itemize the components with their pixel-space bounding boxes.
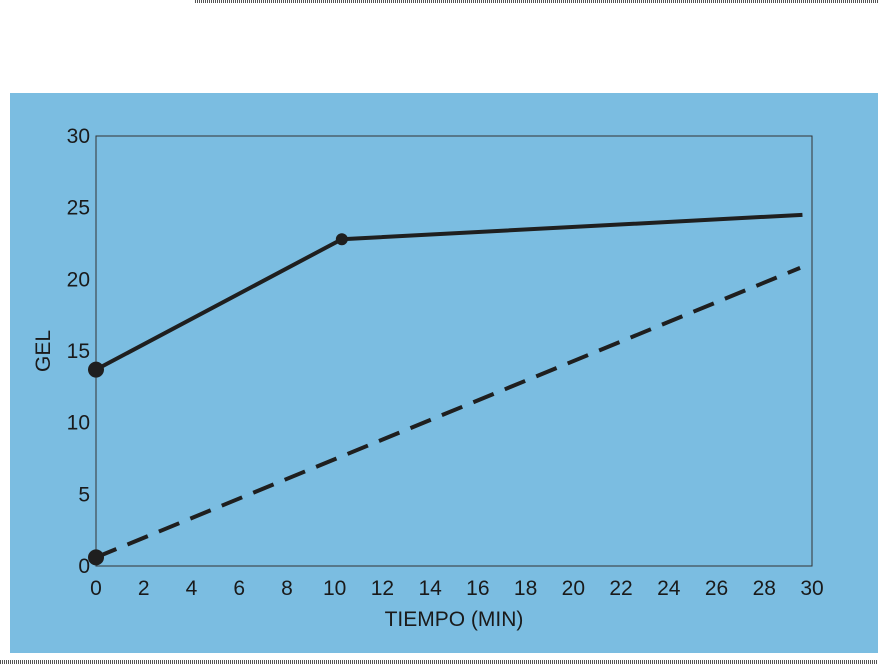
x-tick-label: 24 <box>657 577 681 600</box>
x-tick-label: 6 <box>233 577 245 600</box>
chart-panel: 0 5 10 15 20 25 30 0 2 4 6 8 10 12 14 16 18 20 22 24 26 28 30… <box>10 93 878 653</box>
y-axis-label: GEL <box>32 330 55 372</box>
x-tick-label: 2 <box>138 577 150 600</box>
x-tick-label: 18 <box>514 577 537 600</box>
series-layer <box>88 212 803 566</box>
top-divider <box>195 0 878 3</box>
y-tick-label: 15 <box>67 340 90 363</box>
x-tick-label: 16 <box>466 577 489 600</box>
plot-frame <box>95 135 813 567</box>
y-tick-label: 5 <box>78 483 90 506</box>
y-tick-label: 20 <box>67 268 90 291</box>
data-point-marker <box>88 361 104 378</box>
x-tick-label: 12 <box>371 577 394 600</box>
x-tick-label: 10 <box>323 577 346 600</box>
x-axis-ticks: 0 2 4 6 8 10 12 14 16 18 20 22 24 26 28 30 <box>90 577 824 600</box>
y-tick-label: 10 <box>67 412 90 435</box>
x-tick-label: 30 <box>800 577 823 600</box>
x-tick-label: 4 <box>186 577 198 600</box>
data-point-marker <box>88 549 104 566</box>
solid-series-line <box>95 212 803 372</box>
y-tick-label: 30 <box>67 125 90 148</box>
x-tick-label: 26 <box>705 577 728 600</box>
data-point-marker <box>335 233 348 246</box>
x-tick-label: 8 <box>281 577 293 600</box>
bottom-divider <box>0 660 878 664</box>
x-tick-label: 20 <box>562 577 585 600</box>
dashed-series-line <box>95 266 801 560</box>
x-tick-label: 14 <box>418 577 442 600</box>
x-axis-label: TIEMPO (MIN) <box>385 608 524 631</box>
y-tick-label: 0 <box>78 555 90 578</box>
x-tick-label: 28 <box>753 577 776 600</box>
x-tick-label: 0 <box>90 577 102 600</box>
x-tick-label: 22 <box>609 577 632 600</box>
y-axis-ticks: 0 5 10 15 20 25 30 <box>67 125 90 578</box>
y-tick-label: 25 <box>67 197 90 220</box>
